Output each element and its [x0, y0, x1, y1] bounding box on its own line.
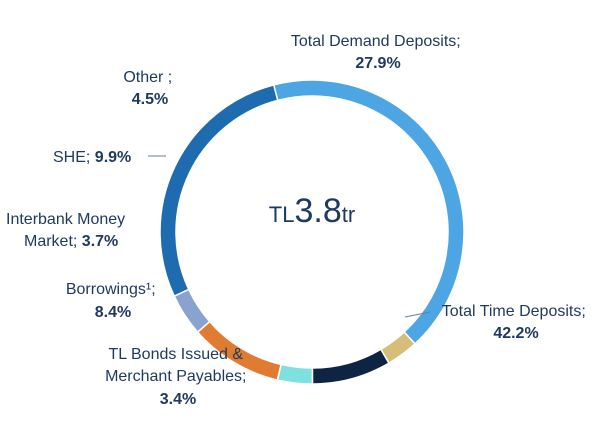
center-prefix: TL	[269, 202, 295, 227]
label-total-demand-deposits: Total Demand Deposits; 27.9%	[291, 33, 465, 72]
donut-slices	[159, 79, 465, 385]
label-total-time-deposits: Total Time Deposits; 42.2%	[442, 303, 591, 342]
label-she: SHE; 9.9%	[53, 149, 131, 166]
donut-slice-0	[159, 83, 279, 298]
center-suffix: tr	[342, 202, 355, 227]
donut-slice-4	[276, 363, 314, 385]
center-value: 3.8	[294, 192, 341, 230]
donut-slice-6	[173, 288, 211, 334]
label-borrowings: Borrowings¹; 8.4%	[66, 281, 160, 321]
center-total-label: TL3.8tr	[269, 192, 355, 230]
label-other: Other ; 4.5%	[123, 69, 176, 108]
leader-line-time-deposits	[404, 311, 431, 318]
donut-slice-3	[311, 348, 390, 385]
label-tl-bonds-merchant-payables: TL Bonds Issued & Merchant Payables; 3.4…	[105, 346, 251, 408]
label-interbank-money-market: Interbank Money Market; 3.7%	[6, 211, 130, 250]
